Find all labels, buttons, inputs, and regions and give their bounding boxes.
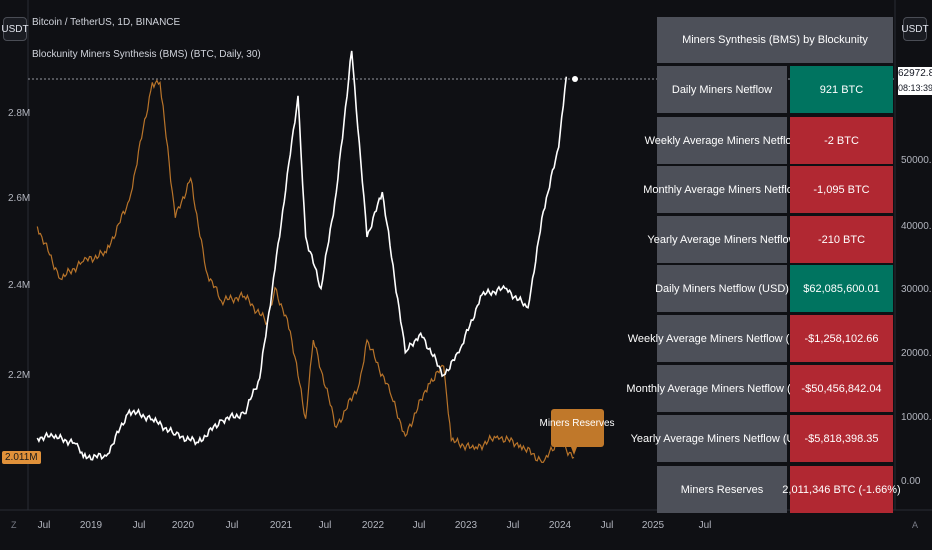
table-row-value: -210 BTC [790, 216, 893, 263]
table-row-value: -$5,818,398.35 [790, 415, 893, 462]
price-badge-value: 62972.84 [898, 68, 932, 79]
price-last-point [572, 76, 578, 82]
x-axis-label: Jul [132, 520, 146, 531]
reserves-label-text: Miners Reserves [539, 418, 614, 429]
x-axis-label: Jul [600, 520, 614, 531]
table-row-label: Miners Reserves [657, 466, 787, 513]
right-axis-label: 10000.00 [901, 412, 932, 423]
table-row-label: Yearly Average Miners Netflow [647, 216, 797, 263]
table-row-label: Yearly Average Miners Netflow (USD) [631, 415, 813, 462]
x-axis-label: 2022 [361, 520, 385, 531]
table-row-label: Daily Miners Netflow [657, 66, 787, 113]
x-axis-label: Jul [318, 520, 332, 531]
auto-scale-button[interactable]: A [912, 520, 919, 530]
left-axis-label: 2.8M [8, 108, 31, 119]
table-row-label: Monthly Average Miners Netflow [643, 166, 801, 213]
reserves-label-bubble: Miners Reserves [539, 409, 615, 455]
x-axis-label: Jul [506, 520, 520, 531]
price-line [36, 50, 568, 461]
price-badge-countdown: 08:13:39 [898, 83, 932, 93]
table-row-value: $62,085,600.01 [790, 265, 893, 312]
currency-button[interactable]: USDT [1, 17, 29, 41]
table-row-value: 921 BTC [790, 66, 893, 113]
table-row-value: -$1,258,102.66 [790, 315, 893, 362]
table-row-value: 2,011,346 BTC (-1.66%) [782, 466, 901, 513]
zoom-toggle-button[interactable]: Z [11, 520, 17, 530]
x-axis-label: Jul [37, 520, 51, 531]
table-row-value: -2 BTC [790, 117, 893, 164]
reserves-axis-badge: 2.011M [2, 451, 41, 464]
right-axis-label: 50000.00 [901, 155, 932, 166]
left-axis-label: 2.4M [8, 280, 31, 291]
scale-currency-label: USDT [901, 23, 929, 35]
table-row-label: Monthly Average Miners Netflow (USD) [626, 365, 818, 412]
right-axis-label: 20000.00 [901, 348, 932, 359]
right-axis-label: 30000.00 [901, 284, 932, 295]
table-row-label: Weekly Average Miners Netflow (USD) [628, 315, 816, 362]
x-axis-label: 2024 [548, 520, 572, 531]
price-badge: 62972.84 08:13:39 [898, 67, 932, 95]
left-axis-label: 2.2M [8, 370, 31, 381]
reserves-line [36, 79, 575, 464]
currency-button-label: USDT [1, 23, 29, 35]
right-axis-label: 0.00 [901, 476, 921, 487]
left-axis-label: 2.6M [8, 193, 31, 204]
x-axis-label: 2021 [269, 520, 293, 531]
table-title: Miners Synthesis (BMS) by Blockunity [657, 17, 893, 63]
table-row-value: -1,095 BTC [790, 166, 893, 213]
table-row-value: -$50,456,842.04 [790, 365, 893, 412]
table-row-label: Weekly Average Miners Netflow [645, 117, 799, 164]
right-axis-label: 40000.00 [901, 221, 932, 232]
x-axis-label: 2025 [641, 520, 665, 531]
x-axis-label: Jul [412, 520, 426, 531]
x-axis-label: 2019 [79, 520, 103, 531]
table-row-label: Daily Miners Netflow (USD) [655, 265, 789, 312]
scale-currency-button[interactable]: USDT [901, 17, 929, 41]
x-axis-label: Jul [698, 520, 712, 531]
symbol-info[interactable]: Bitcoin / TetherUS, 1D, BINANCE [32, 17, 181, 28]
x-axis-label: 2020 [171, 520, 195, 531]
x-axis-label: Jul [225, 520, 239, 531]
x-axis-label: 2023 [454, 520, 478, 531]
indicator-info[interactable]: Blockunity Miners Synthesis (BMS) (BTC, … [32, 49, 261, 60]
